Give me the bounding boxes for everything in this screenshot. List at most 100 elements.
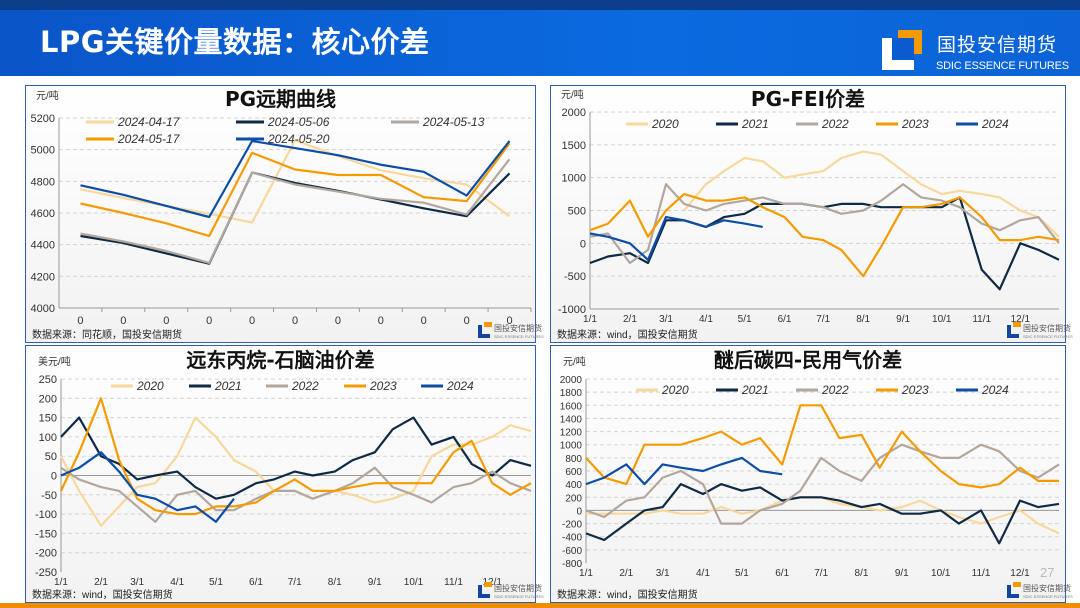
chart-title: PG远期曲线 [224, 87, 337, 111]
data-source: 数据来源：同花顺，国投安信期货 [32, 330, 182, 341]
x-tick-label: 8/1 [856, 314, 870, 325]
chart-svg: -800 -600 -400 -200 0 200 400 600 800 1000 1200 140… [560, 375, 1060, 579]
y-tick-label: 2000 [562, 107, 586, 119]
slide-title: LPG关键价量数据：核心价差 [40, 25, 430, 59]
y-tick-label: -200 [562, 520, 582, 531]
y-tick-label: -500 [564, 271, 586, 283]
watermark-logo: 国投安信期货 SDIC ESSENCE FUTURES [478, 582, 548, 600]
watermark-logo: 国投安信期货 SDIC ESSENCE FUTURES [478, 322, 548, 340]
legend-label-2024-04-17: 2024-04-17 [117, 115, 181, 129]
y-tick-label: -200 [35, 548, 57, 560]
x-tick-label: 7/1 [816, 314, 830, 325]
y-tick-label: 600 [565, 467, 582, 478]
x-tick-label: 10/1 [932, 314, 952, 325]
legend-label-2024-05-06: 2024-05-06 [267, 115, 330, 129]
y-tick-label: 1000 [562, 173, 586, 185]
watermark-logo: 国投安信期货 SDIC ESSENCE FUTURES [1007, 322, 1077, 340]
legend-label-2024-05-20: 2024-05-20 [267, 132, 330, 146]
y-tick-label: 1400 [560, 414, 583, 425]
y-tick-label: 5000 [31, 145, 55, 157]
chart-title: PG-FEI价差 [750, 87, 866, 111]
y-tick-label: 4600 [31, 208, 55, 220]
chart-panel-mtbe-c4-lpg-spread: 醚后碳四-民用气价差 元/吨 -800 -600 -400 -200 0 200 400 60… [550, 345, 1073, 603]
x-tick-label: 12/1 [1010, 568, 1030, 579]
legend-label-2020: 2020 [651, 117, 679, 131]
y-tick-label: 1200 [560, 428, 583, 439]
series-line-2022 [589, 183, 1060, 265]
x-tick-label: 5/1 [738, 314, 752, 325]
series-line-2022 [60, 466, 532, 523]
legend-label-2023: 2023 [901, 383, 929, 397]
series-line-2024-05-20 [80, 139, 511, 219]
y-tick-label: -100 [35, 509, 57, 521]
x-tick-label: 0 [120, 315, 126, 327]
x-tick-label: 0 [163, 315, 169, 327]
chart-panel-pg-forward-curve: PG远期曲线 元/吨 4000 4200 4400 4600 4800 5000 5200 0… [25, 85, 544, 343]
series-line-2023 [60, 397, 532, 516]
y-tick-label: -1000 [558, 304, 586, 316]
chart-title: 远东丙烷-石脑油价差 [186, 348, 375, 372]
x-tick-label: 7/1 [288, 577, 302, 588]
slide-header: LPG关键价量数据：核心价差 国投安信期货 SDIC ESSENCE FUTUR… [0, 10, 1080, 76]
y-tick-label: 1000 [560, 441, 583, 452]
x-tick-label: 9/1 [368, 577, 382, 588]
legend-label-2023: 2023 [369, 379, 397, 393]
y-tick-label: 1800 [560, 388, 583, 399]
y-tick-label: 0 [51, 471, 57, 483]
y-tick-label: 500 [568, 206, 586, 218]
series-line-2024-05-13 [80, 158, 511, 264]
series-line-2023 [585, 404, 1059, 489]
legend-label-2022: 2022 [291, 379, 319, 393]
logo-mark-icon [882, 30, 922, 70]
chart-svg: -250 -200 -150 -100 -50 0 50 100 150 200 250 1/1 2/1… [35, 374, 532, 588]
y-tick-label: 0 [576, 506, 582, 517]
series-line-2023 [589, 193, 1060, 278]
unit-label: 元/吨 [36, 91, 59, 102]
x-tick-label: 1/1 [583, 314, 597, 325]
x-tick-label: 5/1 [735, 568, 749, 579]
legend-label-2021: 2021 [741, 117, 769, 131]
legend-label-2021: 2021 [741, 383, 769, 397]
x-tick-label: 3/1 [656, 568, 670, 579]
x-tick-label: 6/1 [249, 577, 263, 588]
x-tick-label: 9/1 [896, 314, 910, 325]
x-tick-label: 10/1 [404, 577, 424, 588]
x-tick-label: 0 [249, 315, 255, 327]
series-line-2021 [585, 483, 1060, 545]
y-tick-label: 200 [39, 393, 57, 405]
unit-label: 美元/吨 [38, 357, 71, 368]
x-tick-label: 2/1 [94, 577, 108, 588]
y-tick-label: -50 [41, 490, 57, 502]
x-tick-label: 4/1 [696, 568, 710, 579]
y-tick-label: 1600 [560, 401, 583, 412]
chart-svg: -1000 -500 0 500 1000 1500 2000 1/1 2/1 3/1 4/1 5/1… [558, 107, 1060, 325]
legend-label-2024: 2024 [446, 379, 474, 393]
series-line-2024 [589, 216, 763, 261]
y-tick-label: -250 [35, 567, 57, 579]
series-line-2020 [586, 496, 1060, 535]
y-tick-label: -600 [562, 546, 582, 557]
x-tick-label: 2/1 [619, 568, 633, 579]
y-tick-label: 4200 [31, 271, 55, 283]
x-tick-label: 0 [464, 315, 470, 327]
unit-label: 元/吨 [563, 357, 586, 368]
unit-label: 元/吨 [561, 90, 584, 101]
legend-label-2020: 2020 [136, 379, 164, 393]
x-tick-label: 0 [335, 315, 341, 327]
logo-text-en: SDIC ESSENCE FUTURES [936, 60, 1069, 72]
y-tick-label: 50 [45, 451, 57, 463]
legend-label-2023: 2023 [901, 117, 929, 131]
y-tick-label: -800 [562, 559, 582, 570]
x-tick-label: 11/1 [972, 314, 991, 325]
legend-label-2024-05-13: 2024-05-13 [422, 115, 485, 129]
x-tick-label: 4/1 [170, 577, 184, 588]
x-tick-label: 0 [421, 315, 427, 327]
x-tick-label: 6/1 [778, 314, 792, 325]
top-strip [0, 0, 1080, 10]
x-tick-label: 0 [77, 315, 83, 327]
chart-title: 醚后碳四-民用气价差 [713, 348, 903, 372]
y-tick-label: 800 [565, 454, 582, 465]
watermark-logo: 国投安信期货 SDIC ESSENCE FUTURES [1007, 582, 1077, 600]
x-tick-label: 0 [506, 315, 512, 327]
logo-text-cn: 国投安信期货 [937, 34, 1058, 56]
